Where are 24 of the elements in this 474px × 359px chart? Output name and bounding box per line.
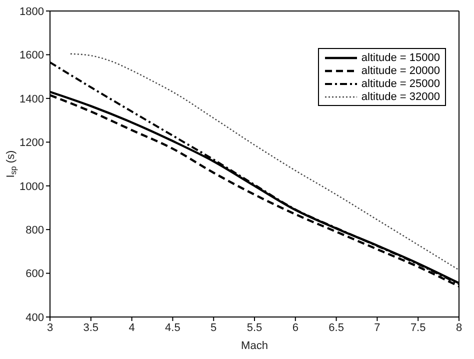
y-tick-label: 1200 — [20, 137, 44, 150]
y-tick-label: 1800 — [20, 6, 44, 18]
x-tick-label: 4.5 — [165, 322, 180, 334]
x-tick-label: 3.5 — [83, 322, 99, 334]
y-tick-label: 800 — [26, 224, 44, 236]
x-tick-label: 3 — [46, 322, 54, 334]
x-tick-label: 8 — [456, 322, 462, 334]
y-tick-label: 1600 — [20, 50, 44, 62]
x-tick-label: 7.5 — [410, 322, 426, 334]
x-tick-label: 5.5 — [246, 322, 262, 334]
legend-label: altitude = 32000 — [361, 90, 440, 102]
x-tick-label: 7 — [374, 322, 380, 334]
y-tick-label: 400 — [26, 312, 44, 324]
x-tick-label: 5 — [210, 322, 217, 334]
y-tick-label: 600 — [26, 268, 44, 280]
legend-label: altitude = 20000 — [361, 64, 440, 76]
x-tick-label: 6 — [292, 322, 298, 334]
x-tick-label: 6.5 — [328, 322, 344, 334]
legend-label: altitude = 25000 — [361, 78, 440, 90]
x-axis-title: Mach — [241, 340, 268, 352]
x-tick-label: 4 — [128, 322, 135, 334]
legend-label: altitude = 15000 — [361, 52, 440, 64]
y-tick-label: 1400 — [20, 93, 44, 106]
y-tick-label: 1000 — [20, 180, 44, 193]
